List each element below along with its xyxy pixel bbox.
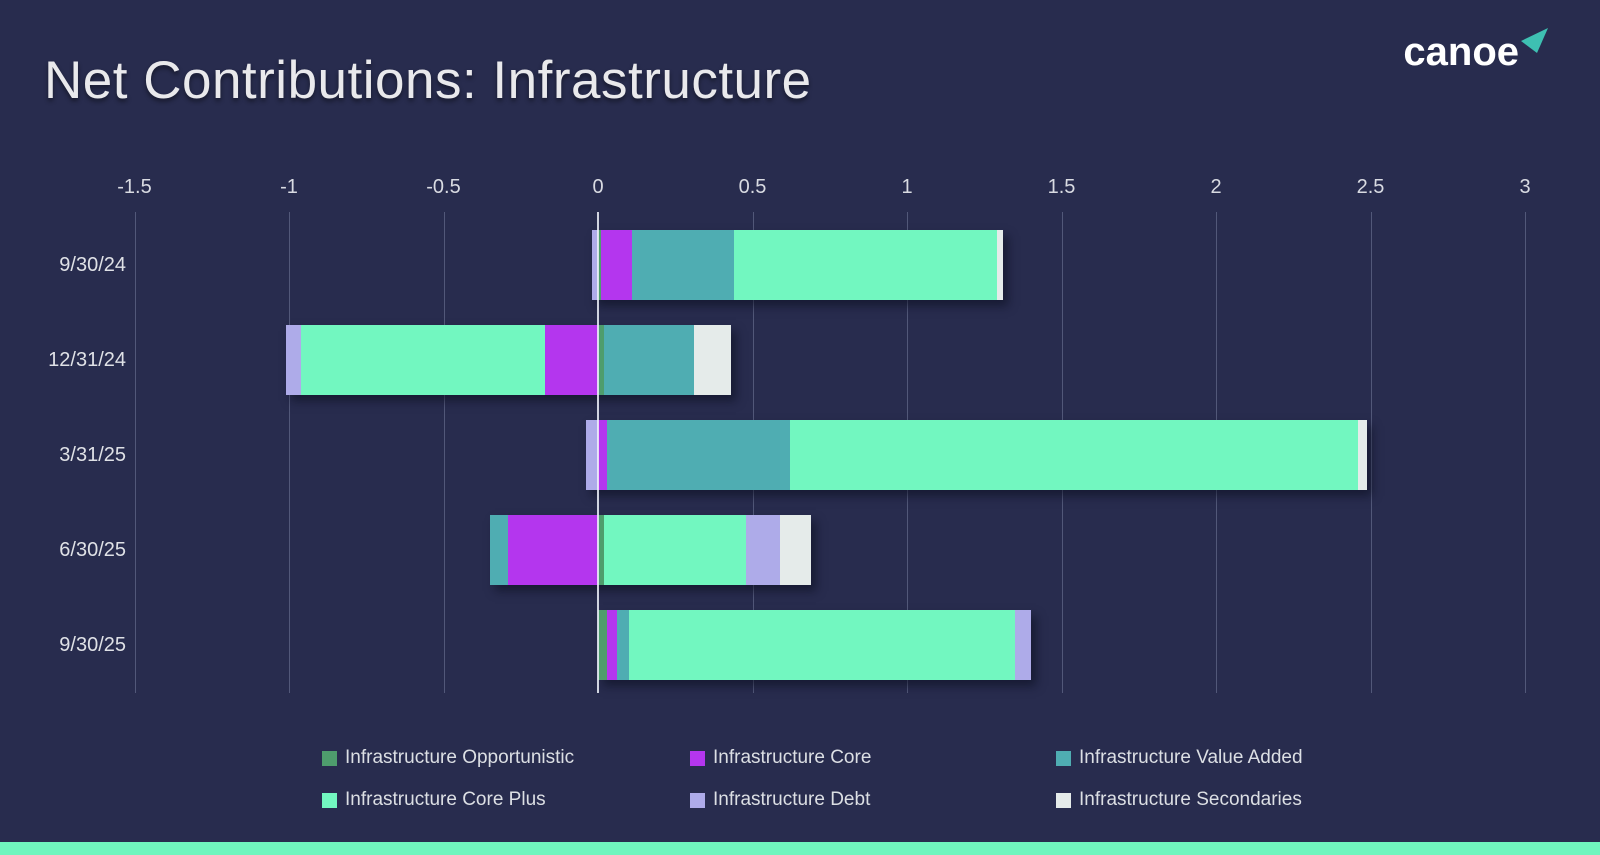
gridline (134, 212, 136, 693)
legend-swatch (1056, 792, 1071, 808)
bar-segment (598, 515, 605, 585)
bar-segment (628, 610, 1016, 680)
bar-segment (585, 420, 598, 490)
bar-segment (746, 515, 781, 585)
legend-item: Infrastructure Opportunistic (322, 747, 575, 768)
legend-swatch (690, 750, 705, 766)
bar-segment (598, 325, 605, 395)
x-tick-label: -1.5 (117, 176, 152, 198)
legend-item: Infrastructure Value Added (1056, 747, 1303, 768)
legend-label: Infrastructure Secondaries (1079, 789, 1302, 810)
bar-segment (616, 610, 629, 680)
x-tick-label: -1 (280, 176, 298, 198)
x-tick-label: -0.5 (426, 176, 461, 198)
bar-segment (604, 325, 694, 395)
bar-segment (604, 515, 747, 585)
bar-segment (996, 230, 1003, 300)
legend-swatch (322, 792, 337, 808)
bar-segment (285, 325, 302, 395)
legend-swatch (690, 792, 705, 808)
gridline (289, 212, 290, 693)
legend-swatch (1056, 750, 1071, 766)
bar-segment (631, 230, 734, 300)
footer-accent-bar (0, 842, 1600, 855)
bar-segment (598, 420, 608, 490)
bar-segment (1358, 420, 1368, 490)
legend-item: Infrastructure Core Plus (322, 789, 546, 810)
legend-item: Infrastructure Debt (690, 789, 871, 810)
legend-swatch (322, 750, 337, 766)
bar-segment (607, 420, 790, 490)
bar-segment (601, 230, 632, 300)
y-axis-label: 9/30/24 (59, 254, 126, 276)
bar-segment (607, 610, 617, 680)
x-tick-label: 0 (592, 176, 604, 198)
legend-item: Infrastructure Secondaries (1056, 789, 1302, 810)
x-tick-label: 1 (901, 176, 913, 198)
y-axis-label: 9/30/25 (59, 634, 126, 656)
bar-segment (780, 515, 812, 585)
gridline (1370, 212, 1372, 693)
bar-segment (598, 610, 608, 680)
logo-text: canoe (1403, 30, 1519, 74)
logo-arrow-icon (1521, 28, 1548, 53)
bar-segment (591, 230, 598, 300)
y-axis-label: 12/31/24 (48, 349, 126, 371)
page-title: Net Contributions: Infrastructure (44, 51, 812, 110)
legend-label: Infrastructure Debt (713, 789, 871, 810)
legend-item: Infrastructure Core (690, 747, 872, 768)
bar-segment (508, 515, 598, 585)
x-tick-label: 3 (1519, 176, 1531, 198)
x-tick-label: 1.5 (1047, 176, 1076, 198)
legend-label: Infrastructure Value Added (1079, 747, 1303, 768)
bar-segment (693, 325, 731, 395)
gridline (443, 212, 445, 693)
legend-label: Infrastructure Core Plus (345, 789, 546, 810)
x-tick-label: 2 (1210, 176, 1222, 198)
gridline (1525, 212, 1526, 693)
bar-segment (545, 325, 598, 395)
y-axis-label: 6/30/25 (59, 539, 126, 561)
bar-segment (1015, 610, 1031, 680)
legend-label: Infrastructure Opportunistic (345, 747, 575, 768)
canoe-logo: canoe (1403, 28, 1548, 74)
bar-segment (301, 325, 546, 395)
bar-segment (598, 230, 602, 300)
bar-segment (489, 515, 509, 585)
x-tick-label: 2.5 (1356, 176, 1385, 198)
y-axis-label: 3/31/25 (59, 444, 126, 466)
x-tick-label: 0.5 (738, 176, 767, 198)
zero-axis-line (597, 212, 599, 693)
bar-segment (733, 230, 997, 300)
legend-label: Infrastructure Core (713, 747, 872, 768)
bar-segment (789, 420, 1359, 490)
